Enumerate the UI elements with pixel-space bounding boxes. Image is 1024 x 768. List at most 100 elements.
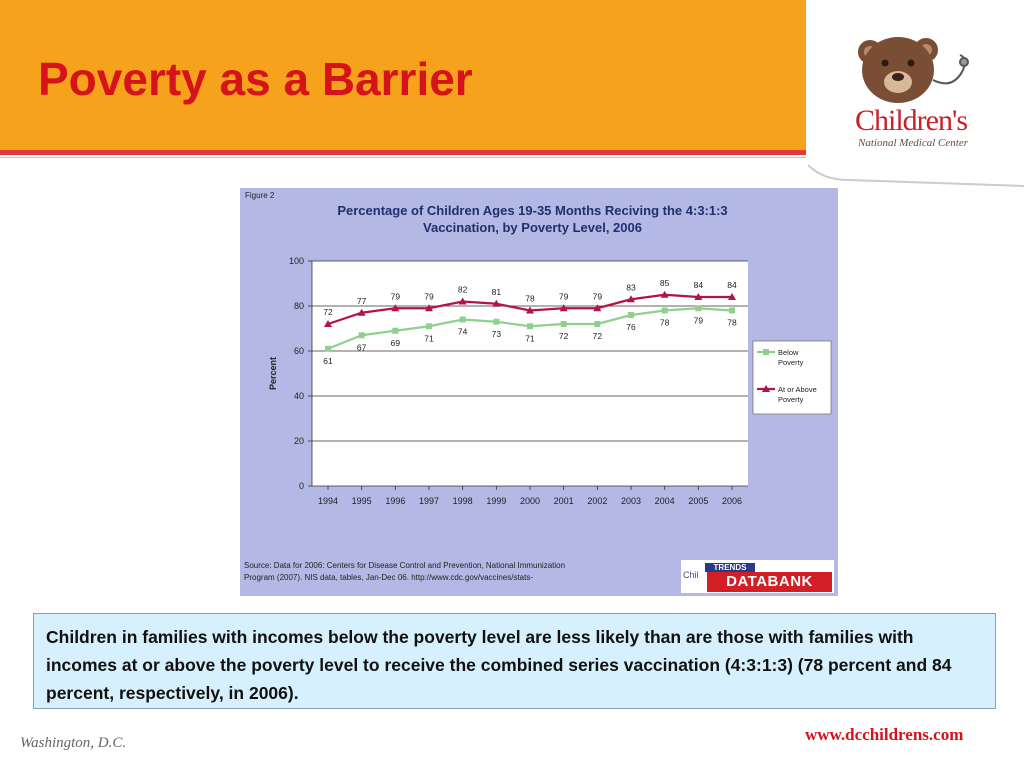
footer-location: Washington, D.C. xyxy=(20,735,127,751)
y-axis-label: Percent xyxy=(268,357,278,390)
plot-area xyxy=(312,261,748,486)
x-tick-label: 2006 xyxy=(722,496,742,506)
chart-figure: 0 20 40 60 80 100 1994 1995 1996 1997 1998 1999 2000… xyxy=(240,188,838,596)
y-tick-label: 40 xyxy=(294,391,304,401)
y-tick-label: 80 xyxy=(294,301,304,311)
data-point xyxy=(594,321,601,327)
chart-title-line2: Vaccination, by Poverty Level, 2006 xyxy=(423,220,642,235)
chart-title: Percentage of Children Ages 19-35 Months… xyxy=(300,202,765,236)
x-tick-label: 1999 xyxy=(486,496,506,506)
slide-title: Poverty as a Barrier xyxy=(38,53,473,105)
logo-wordmark: Children's xyxy=(855,104,968,137)
data-label: 78 xyxy=(727,318,737,328)
data-point xyxy=(392,327,399,334)
data-point xyxy=(492,299,501,307)
logo-subtitle: National Medical Center xyxy=(858,137,968,149)
data-label: 71 xyxy=(424,333,434,343)
legend-marker xyxy=(762,385,770,392)
y-tick-label: 0 xyxy=(299,481,304,491)
x-tick-label: 2001 xyxy=(554,496,574,506)
chart-title-line1: Percentage of Children Ages 19-35 Months… xyxy=(337,203,728,218)
data-label: 72 xyxy=(323,307,333,317)
data-label: 73 xyxy=(492,329,502,339)
data-point xyxy=(391,304,400,312)
data-label: 81 xyxy=(492,287,502,297)
y-tick-label: 20 xyxy=(294,436,304,446)
data-point xyxy=(729,307,735,314)
data-point xyxy=(559,304,568,312)
figure-label: Figure 2 xyxy=(245,191,275,200)
legend-label-line2: Poverty xyxy=(778,358,804,367)
header-rule xyxy=(0,150,806,155)
y-tick-label: 100 xyxy=(289,256,304,266)
data-label: 84 xyxy=(694,280,704,290)
stethoscope-icon xyxy=(932,54,969,85)
caption-text: Children in families with incomes below … xyxy=(46,627,952,703)
data-point xyxy=(325,345,331,352)
logo xyxy=(807,0,1024,195)
chart-source: Source: Data for 2006: Centers for Disea… xyxy=(244,560,674,584)
data-point xyxy=(661,307,668,314)
logo-frame xyxy=(807,37,1024,187)
data-label: 72 xyxy=(559,331,569,341)
data-label: 74 xyxy=(458,327,468,337)
legend-marker xyxy=(763,349,769,355)
source-line1: Source: Data for 2006: Centers for Disea… xyxy=(244,561,566,570)
data-point xyxy=(527,323,533,330)
x-tick-label: 2002 xyxy=(587,496,607,506)
data-point xyxy=(628,312,634,318)
legend-label-line1: Below xyxy=(778,348,799,357)
data-point xyxy=(426,323,432,330)
data-point xyxy=(493,318,500,325)
source-line2: Program (2007). NIS data, tables, Jan-De… xyxy=(244,573,534,582)
databank-trends: TRENDS xyxy=(705,563,755,572)
data-point xyxy=(728,293,736,300)
data-point xyxy=(459,316,466,323)
data-label: 79 xyxy=(424,291,434,301)
data-label: 83 xyxy=(626,282,636,292)
x-tick-label: 1996 xyxy=(385,496,405,506)
y-tick-label: 60 xyxy=(294,346,304,356)
header-band xyxy=(0,0,806,150)
data-label: 78 xyxy=(525,294,535,304)
data-label: 78 xyxy=(660,318,670,328)
footer-website: www.dcchildrens.com xyxy=(805,725,964,744)
line-chart: 0 20 40 60 80 100 1994 1995 1996 1997 1998 1999 2000… xyxy=(268,256,832,506)
data-point xyxy=(695,305,702,312)
data-point xyxy=(357,308,366,316)
data-point xyxy=(593,304,602,312)
data-point xyxy=(627,295,635,303)
data-label: 72 xyxy=(593,331,603,341)
data-label: 71 xyxy=(525,333,535,343)
data-label: 67 xyxy=(357,342,367,352)
data-point xyxy=(425,304,433,312)
databank-name: DATABANK xyxy=(707,572,832,592)
x-tick-label: 2000 xyxy=(520,496,540,506)
data-label: 79 xyxy=(593,291,603,301)
data-point xyxy=(358,332,365,339)
data-point xyxy=(458,297,467,305)
x-tick-label: 2003 xyxy=(621,496,641,506)
data-point xyxy=(694,293,703,300)
x-tick-label: 2005 xyxy=(688,496,708,506)
x-tick-label: 2004 xyxy=(655,496,675,506)
x-tick-label: 1998 xyxy=(453,496,473,506)
data-label: 82 xyxy=(458,285,468,295)
data-label: 84 xyxy=(727,280,737,290)
x-tick-label: 1997 xyxy=(419,496,439,506)
data-label: 76 xyxy=(626,322,636,332)
data-label: 79 xyxy=(559,291,569,301)
data-label: 77 xyxy=(357,296,367,306)
legend-label-line1: At or Above xyxy=(778,385,817,394)
legend-label-line2: Poverty xyxy=(778,395,804,404)
databank-child: Chil xyxy=(683,570,699,580)
x-tick-label: 1995 xyxy=(352,496,372,506)
data-point xyxy=(660,290,669,298)
header-rule-thin xyxy=(0,157,806,158)
data-point xyxy=(324,320,332,327)
databank-logo: Chil TRENDS DATABANK xyxy=(681,560,834,593)
data-label: 79 xyxy=(694,315,704,325)
x-tick-label: 1994 xyxy=(318,496,338,506)
data-label: 79 xyxy=(391,291,401,301)
data-point xyxy=(560,321,567,327)
